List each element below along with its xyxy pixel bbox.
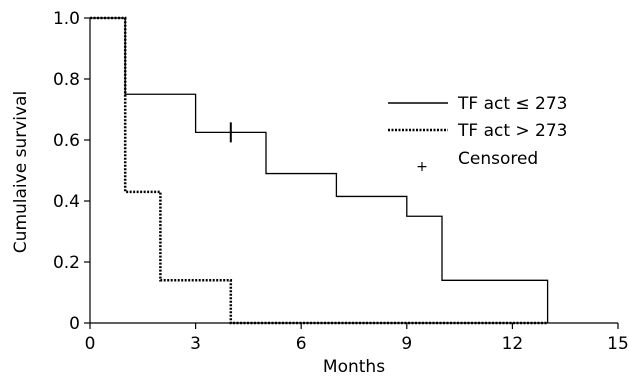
x-tick-label: 0 — [85, 334, 96, 354]
y-ticks: 0 0.2 0.4 0.6 0.8 1.0 — [53, 9, 90, 334]
axes — [89, 18, 618, 324]
y-tick-label: 0.8 — [53, 70, 80, 90]
y-tick-label: 0.4 — [53, 192, 80, 212]
x-tick-label: 9 — [401, 334, 412, 354]
legend-label-1: TF act ≤ 273 — [457, 94, 568, 114]
series-lines — [90, 16, 549, 325]
x-ticks: 0 3 6 9 12 15 — [85, 323, 629, 354]
y-tick-label: 0.6 — [53, 131, 80, 151]
x-axis-label: Months — [323, 357, 385, 377]
legend-label-3: Censored — [458, 149, 538, 169]
legend-plus-symbol: + — [416, 159, 428, 175]
legend-label-2: TF act > 273 — [457, 121, 568, 141]
x-tick-label: 12 — [502, 334, 524, 354]
x-tick-label: 15 — [607, 334, 629, 354]
x-tick-label: 3 — [190, 334, 201, 354]
series-line-solid — [90, 17, 549, 323]
series-line-dotted — [90, 16, 548, 325]
x-tick-label: 6 — [296, 334, 307, 354]
y-tick-label: 0 — [69, 314, 80, 334]
y-axis-label: Cumulaive survival — [11, 91, 31, 253]
legend: TF act ≤ 273 TF act > 273 + Censored — [388, 94, 568, 175]
y-tick-label: 0.2 — [53, 253, 80, 273]
y-tick-label: 1.0 — [53, 9, 80, 29]
